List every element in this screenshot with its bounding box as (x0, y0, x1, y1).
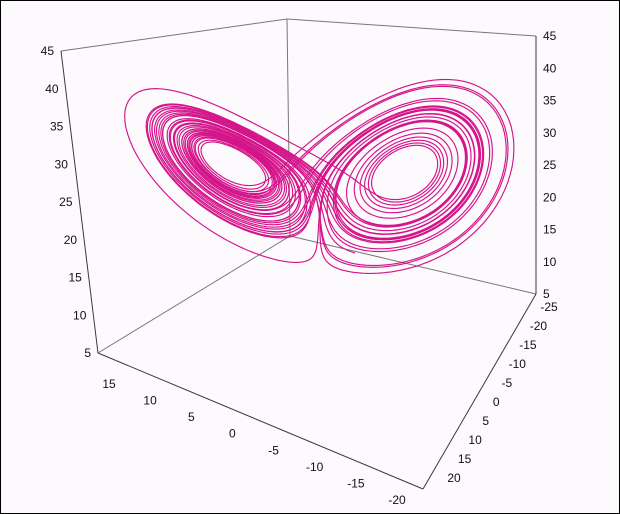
y-tick-3: -10 (509, 357, 527, 371)
z-left-tick-4: 25 (59, 195, 73, 209)
x-axis-line (97, 352, 424, 490)
z-left-tick-7: 10 (73, 308, 87, 322)
y-tick-1: -20 (530, 319, 548, 333)
z-right-tick-5: 20 (543, 190, 557, 204)
attractor-segment-12 (149, 105, 481, 240)
top-left-edge (60, 18, 288, 52)
z-left-tick-2: 35 (50, 120, 64, 134)
z-right-tick-2: 35 (543, 94, 557, 108)
attractor-segment-6 (151, 107, 482, 241)
z-right-tick-4: 25 (543, 158, 557, 172)
y-tick-0: -25 (540, 300, 558, 314)
x-tick-0: 15 (102, 377, 116, 391)
z-right-tick-8: 5 (543, 287, 550, 301)
z-right-tick-6: 15 (543, 223, 557, 237)
x-tick-7: -20 (388, 493, 406, 507)
z-left-tick-5: 20 (64, 233, 78, 247)
attractor-segment-13 (160, 97, 493, 254)
attractor-segment-0 (166, 118, 312, 218)
z-left-tick-8: 5 (84, 346, 91, 360)
z-left-tick-1: 40 (45, 82, 59, 96)
attractor-segment-11 (169, 120, 294, 215)
top-right-edge (286, 18, 537, 37)
y-tick-7: 10 (468, 433, 482, 447)
y-tick-2: -15 (519, 338, 537, 352)
z-left-tick-6: 15 (68, 271, 82, 285)
x-tick-4: -5 (268, 443, 279, 457)
z-right-tick-3: 30 (543, 126, 557, 140)
x-tick-2: 5 (188, 410, 195, 424)
y-axis-line (422, 293, 537, 490)
x-tick-1: 10 (143, 394, 157, 408)
z-axis-left-line (60, 50, 99, 354)
y-tick-5: 0 (493, 395, 500, 409)
y-tick-6: 5 (482, 414, 489, 428)
z-right-tick-7: 10 (543, 255, 557, 269)
y-tick-9: 20 (447, 471, 461, 485)
attractor-segment-1 (145, 103, 480, 239)
z-right-tick-0: 45 (543, 29, 557, 43)
attractor-segment-10 (162, 84, 509, 268)
x-tick-6: -15 (347, 476, 365, 490)
y-tick-4: -5 (501, 376, 512, 390)
z-left-tick-0: 45 (41, 44, 55, 58)
floor-right-edge (289, 235, 537, 295)
front-axis-frame (60, 36, 537, 490)
x-tick-3: 0 (229, 427, 236, 441)
tick-labels: 4540353025201510545403530252015105151050… (41, 29, 558, 507)
z-left-tick-3: 30 (55, 157, 69, 171)
y-tick-8: 15 (458, 452, 472, 466)
z-right-tick-1: 40 (543, 61, 557, 75)
attractor-segment-3 (151, 100, 491, 250)
attractor-curve-layer (124, 78, 515, 274)
x-tick-5: -10 (306, 460, 324, 474)
attractor-segment-5 (346, 127, 459, 219)
floor-left-edge (97, 235, 291, 354)
